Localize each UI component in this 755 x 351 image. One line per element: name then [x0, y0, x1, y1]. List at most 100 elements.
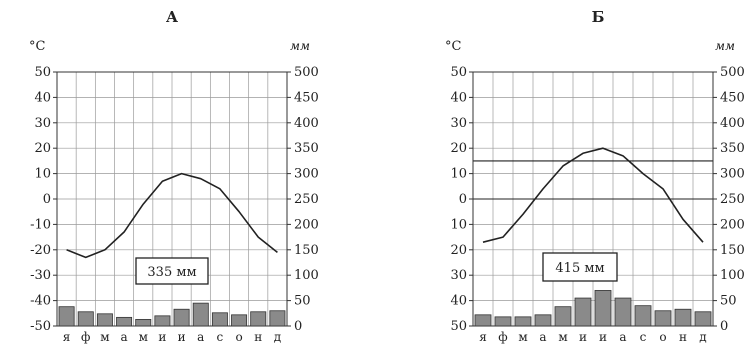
temp-tick-label: 30	[450, 116, 467, 131]
precip-tick-label: 300	[720, 167, 745, 182]
temp-tick-label: 0	[43, 192, 51, 207]
month-label: ф	[81, 330, 90, 344]
precip-bar	[192, 302, 209, 327]
precip-bar	[116, 316, 133, 327]
month-label: о	[659, 330, 666, 344]
precip-bar	[614, 297, 632, 327]
month-label: о	[235, 330, 242, 344]
precip-bar	[269, 310, 286, 327]
precip-tick-label: 50	[294, 294, 311, 309]
precip-bar	[154, 315, 171, 327]
temp-tick-label: 40	[450, 90, 467, 105]
precip-bar	[654, 310, 672, 327]
precip-tick-label: 50	[720, 294, 737, 309]
temp-tick-label: 0	[459, 192, 467, 207]
month-label: м	[558, 330, 567, 344]
temp-tick-label: -30	[30, 268, 51, 283]
temp-tick-label: 50	[450, 319, 467, 334]
precip-bar	[231, 314, 248, 327]
chart-title: Б	[592, 8, 605, 26]
month-label: и	[158, 330, 166, 344]
temperature-line	[482, 147, 704, 243]
month-label: д	[699, 330, 706, 344]
precip-bar	[594, 290, 612, 327]
month-label: а	[197, 330, 204, 344]
annual-total-box	[542, 252, 618, 282]
month-label: д	[274, 330, 281, 344]
temp-tick-label: 20	[450, 141, 467, 156]
precip-tick-label: 100	[720, 268, 745, 283]
precip-tick-label: 0	[720, 319, 728, 334]
month-label: и	[579, 330, 587, 344]
temp-unit-label: °C	[445, 39, 462, 54]
month-label: а	[619, 330, 626, 344]
month-label: м	[518, 330, 527, 344]
month-label: и	[178, 330, 186, 344]
precip-bar	[77, 311, 94, 327]
precip-tick-label: 350	[720, 141, 745, 156]
precip-tick-label: 150	[294, 243, 319, 258]
precip-bar	[694, 311, 712, 327]
precip-bar	[514, 316, 532, 327]
precip-bar	[634, 305, 652, 327]
precip-tick-label: 150	[720, 243, 745, 258]
month-label: ф	[498, 330, 507, 344]
temp-unit-label: °C	[29, 39, 46, 54]
temperature-line	[66, 172, 278, 259]
temp-tick-label: 40	[450, 294, 467, 309]
month-label: н	[254, 330, 262, 344]
temp-tick-label: -10	[30, 217, 51, 232]
temp-tick-label: 40	[34, 90, 51, 105]
annual-total-box	[135, 257, 209, 285]
annual-total-label: 415 мм	[555, 261, 604, 276]
month-label: я	[479, 330, 487, 344]
month-label: я	[63, 330, 71, 344]
precip-bar	[96, 313, 113, 327]
precip-bar	[574, 297, 592, 327]
precip-bar	[474, 314, 492, 327]
temp-tick-label: 10	[450, 217, 467, 232]
month-label: а	[121, 330, 128, 344]
temp-tick-label: 20	[34, 141, 51, 156]
temp-tick-label: 10	[34, 167, 51, 182]
month-label: с	[640, 330, 647, 344]
precip-tick-label: 200	[720, 217, 745, 232]
precip-bar	[250, 311, 267, 327]
precip-bar	[674, 308, 692, 327]
climatogram-b: Б°C мм50403020100102030405050045040035030…	[445, 8, 745, 344]
temp-tick-label: 30	[450, 268, 467, 283]
precip-tick-label: 400	[294, 116, 319, 131]
chart-title: А	[166, 8, 179, 26]
precip-tick-label: 100	[294, 268, 319, 283]
month-label: м	[139, 330, 148, 344]
month-label: с	[217, 330, 224, 344]
climatogram-a: А°C мм50403020100-10-20-30-40-50500450400…	[29, 8, 319, 344]
temp-tick-label: 50	[34, 65, 51, 80]
precip-tick-label: 250	[294, 192, 319, 207]
temp-tick-label: 10	[450, 167, 467, 182]
month-label: м	[100, 330, 109, 344]
precip-tick-label: 450	[294, 90, 319, 105]
precip-bar	[554, 306, 572, 327]
month-label: н	[679, 330, 687, 344]
precip-tick-label: 400	[720, 116, 745, 131]
temp-tick-label: -50	[30, 319, 51, 334]
precip-bar	[211, 312, 228, 327]
annual-total-label: 335 мм	[147, 265, 196, 280]
precip-tick-label: 300	[294, 167, 319, 182]
precip-unit-label: мм	[290, 39, 310, 53]
temp-tick-label: 30	[34, 116, 51, 131]
month-label: и	[599, 330, 607, 344]
precip-unit-label: мм	[715, 39, 735, 53]
temp-tick-label: 50	[450, 65, 467, 80]
temp-tick-label: -40	[30, 294, 51, 309]
precip-bar	[135, 318, 152, 327]
temp-tick-label: -20	[30, 243, 51, 258]
precip-bar	[173, 308, 190, 327]
precip-tick-label: 250	[720, 192, 745, 207]
precip-tick-label: 0	[294, 319, 302, 334]
precip-tick-label: 450	[720, 90, 745, 105]
precip-tick-label: 500	[294, 65, 319, 80]
month-label: а	[539, 330, 546, 344]
